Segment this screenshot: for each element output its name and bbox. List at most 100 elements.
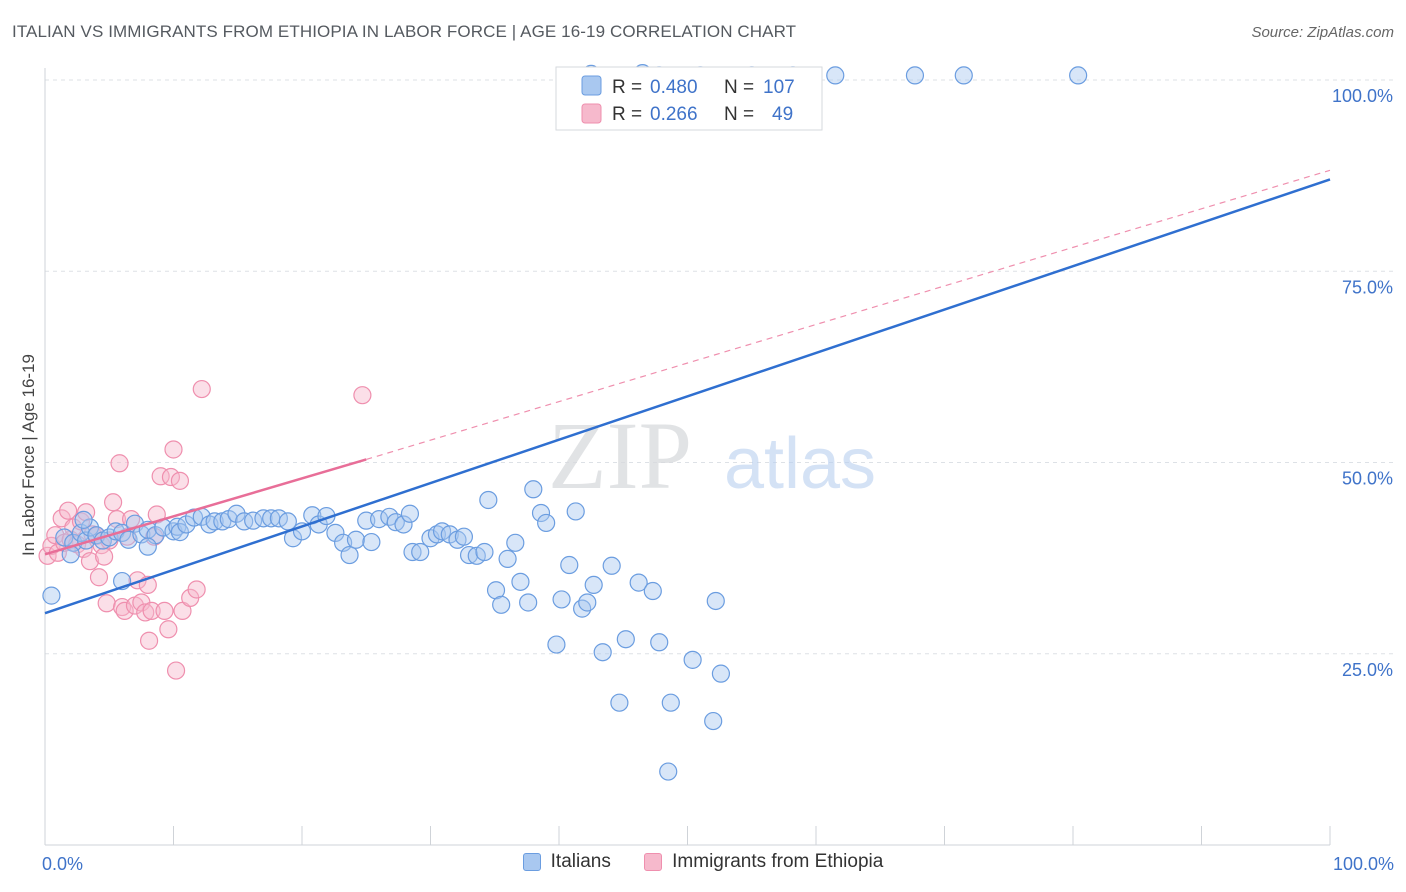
legend-swatch-ethiopia — [644, 853, 663, 871]
point-italians-88[interactable] — [704, 711, 723, 731]
point-immigrants-from-ethiopia-41[interactable] — [164, 440, 183, 459]
point-italians-20[interactable] — [177, 515, 196, 534]
point-immigrants-from-ethiopia-40[interactable] — [161, 467, 181, 487]
point-italians-87[interactable] — [683, 650, 702, 669]
point-italians-57[interactable] — [454, 527, 474, 546]
point-italians-71[interactable] — [547, 635, 566, 654]
point-immigrants-from-ethiopia-34[interactable] — [142, 601, 161, 621]
y-tick-label-75: 75.0% — [1342, 277, 1393, 297]
y-tick-label-25: 25.0% — [1342, 660, 1393, 680]
point-immigrants-from-ethiopia-6[interactable] — [59, 501, 78, 520]
point-immigrants-from-ethiopia-37[interactable] — [151, 467, 170, 486]
point-immigrants-from-ethiopia-21[interactable] — [104, 493, 123, 512]
point-italians-73[interactable] — [560, 555, 579, 575]
point-immigrants-from-ethiopia-23[interactable] — [110, 454, 129, 473]
point-italians-66[interactable] — [511, 572, 530, 591]
point-italians-50[interactable] — [403, 542, 422, 562]
stats-n-label-italians: N = — [724, 77, 754, 98]
point-italians-24[interactable] — [205, 512, 224, 531]
point-italians-76[interactable] — [578, 593, 597, 612]
point-italians-44[interactable] — [362, 532, 381, 552]
point-italians-48[interactable] — [394, 515, 413, 534]
stats-swatch-italians — [581, 75, 602, 96]
point-italians-94[interactable] — [954, 66, 973, 85]
point-immigrants-from-ethiopia-25[interactable] — [115, 601, 134, 621]
point-immigrants-from-ethiopia-43[interactable] — [170, 471, 190, 490]
point-italians-106[interactable] — [138, 537, 157, 556]
series-legend: Italians Immigrants from Ethiopia — [0, 851, 1406, 877]
point-immigrants-from-ethiopia-31[interactable] — [136, 603, 155, 622]
stats-r-value-italians: 0.480 — [650, 77, 698, 98]
legend-swatch-italians — [522, 853, 541, 871]
y-tick-labels: 25.0% 50.0% 75.0% 100.0% — [1332, 86, 1393, 680]
point-italians-85[interactable] — [659, 762, 678, 781]
trend-line-ethiopia-extension — [366, 169, 1331, 461]
point-italians-33[interactable] — [278, 512, 297, 531]
y-axis-title: In Labor Force | Age 16-19 — [19, 354, 38, 556]
point-italians-1[interactable] — [55, 528, 74, 547]
point-italians-68[interactable] — [524, 480, 543, 499]
point-immigrants-from-ethiopia-19[interactable] — [97, 594, 116, 613]
point-immigrants-from-ethiopia-33[interactable] — [139, 631, 159, 650]
point-italians-89[interactable] — [706, 591, 725, 611]
legend-item-italians[interactable]: Italians — [522, 851, 611, 873]
point-immigrants-from-ethiopia-48[interactable] — [353, 386, 372, 405]
point-italians-67[interactable] — [519, 593, 538, 612]
point-italians-69[interactable] — [531, 503, 551, 523]
point-italians-74[interactable] — [566, 502, 585, 521]
point-italians-83[interactable] — [643, 581, 662, 601]
point-italians-90[interactable] — [711, 664, 731, 683]
point-italians-63[interactable] — [492, 595, 511, 614]
point-italians-70[interactable] — [537, 513, 556, 533]
point-immigrants-from-ethiopia-46[interactable] — [187, 580, 206, 599]
point-immigrants-from-ethiopia-47[interactable] — [192, 379, 211, 399]
stats-r-value-ethiopia: 0.266 — [650, 104, 698, 125]
point-italians-53[interactable] — [427, 525, 447, 544]
point-italians-30[interactable] — [254, 509, 273, 528]
point-immigrants-from-ethiopia-38[interactable] — [155, 601, 174, 621]
point-italians-93[interactable] — [905, 66, 925, 85]
point-immigrants-from-ethiopia-16[interactable] — [89, 568, 109, 587]
point-italians-42[interactable] — [346, 530, 366, 549]
point-italians-49[interactable] — [400, 504, 420, 523]
legend-label-ethiopia: Immigrants from Ethiopia — [672, 851, 884, 872]
point-italians-72[interactable] — [552, 590, 571, 609]
point-italians-78[interactable] — [593, 643, 612, 662]
point-immigrants-from-ethiopia-18[interactable] — [95, 547, 114, 566]
chart-title: ITALIAN VS IMMIGRANTS FROM ETHIOPIA IN L… — [12, 22, 797, 41]
point-italians-65[interactable] — [506, 533, 525, 552]
point-italians-77[interactable] — [584, 575, 603, 595]
point-italians-39[interactable] — [326, 523, 345, 542]
point-immigrants-from-ethiopia-42[interactable] — [166, 661, 186, 680]
point-italians-51[interactable] — [411, 542, 430, 562]
point-italians-0[interactable] — [42, 586, 61, 605]
point-immigrants-from-ethiopia-39[interactable] — [159, 620, 178, 639]
point-italians-61[interactable] — [479, 490, 498, 510]
point-italians-58[interactable] — [459, 545, 479, 565]
point-italians-92[interactable] — [826, 66, 845, 85]
point-italians-27[interactable] — [227, 504, 246, 523]
point-italians-84[interactable] — [650, 633, 669, 652]
point-italians-86[interactable] — [661, 693, 680, 712]
point-italians-41[interactable] — [340, 545, 359, 565]
point-italians-64[interactable] — [498, 549, 517, 568]
trend-lines — [44, 169, 1331, 615]
source-label: Source: ZipAtlas.com — [1251, 24, 1394, 41]
stats-n-value-ethiopia: 49 — [772, 104, 793, 125]
point-immigrants-from-ethiopia-13[interactable] — [80, 552, 100, 571]
point-italians-60[interactable] — [475, 542, 494, 562]
point-italians-80[interactable] — [610, 693, 629, 712]
point-italians-82[interactable] — [629, 573, 648, 592]
point-italians-81[interactable] — [616, 630, 635, 649]
stats-r-label-italians: R = — [612, 77, 642, 98]
point-italians-105[interactable] — [74, 510, 93, 529]
trend-line-ethiopia — [44, 458, 367, 556]
legend-item-ethiopia[interactable]: Immigrants from Ethiopia — [644, 851, 883, 873]
point-italians-79[interactable] — [602, 556, 621, 575]
stats-n-value-italians: 107 — [763, 77, 795, 98]
watermark: ZIP atlas — [548, 402, 876, 509]
y-tick-label-100: 100.0% — [1332, 86, 1393, 106]
stats-n-label-ethiopia: N = — [724, 104, 754, 125]
point-italians-95[interactable] — [1069, 66, 1088, 85]
legend-label-italians: Italians — [550, 851, 611, 872]
